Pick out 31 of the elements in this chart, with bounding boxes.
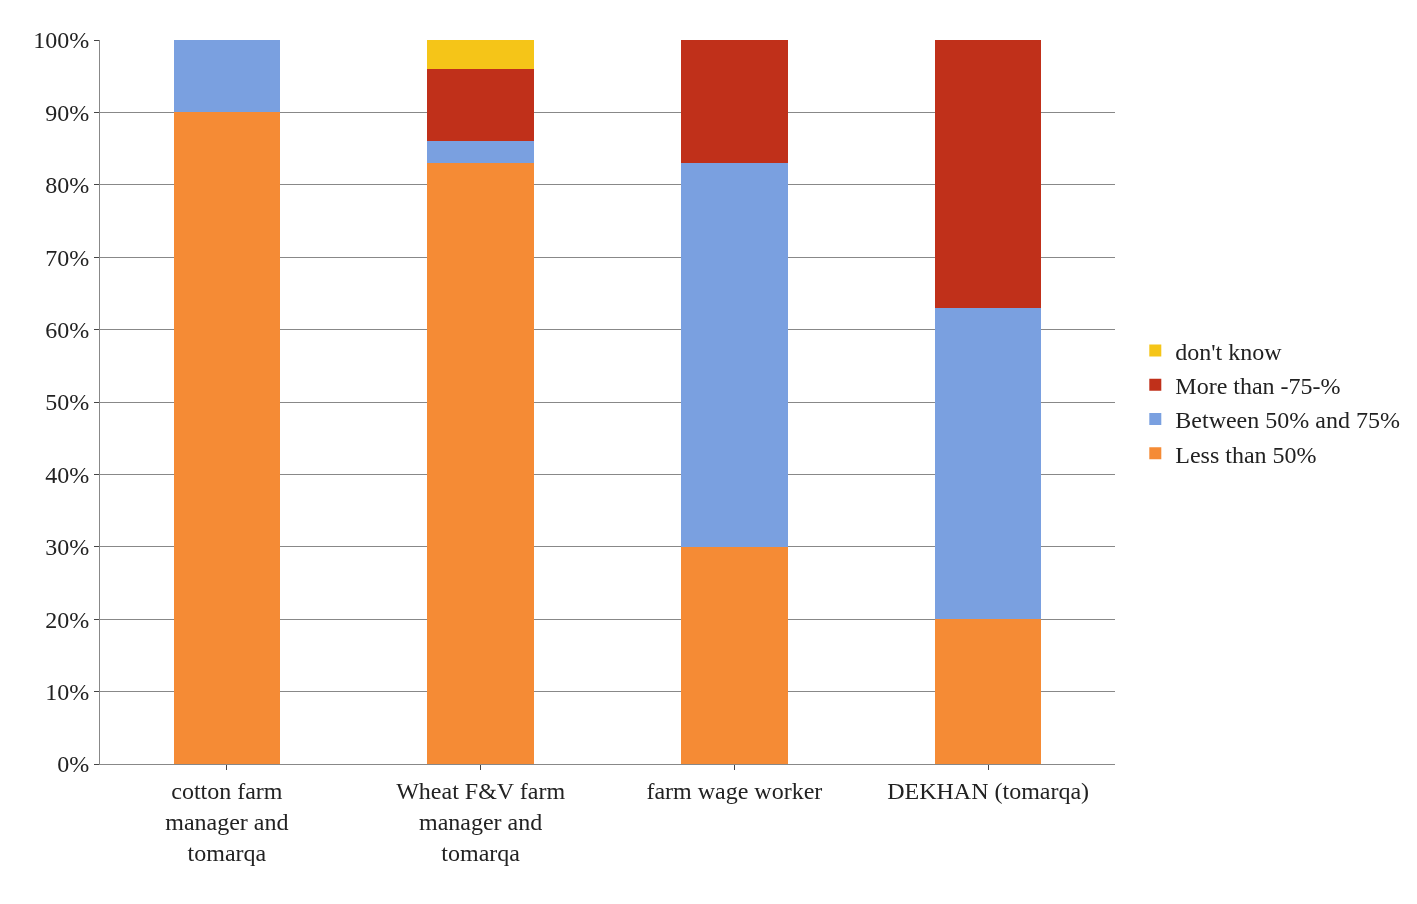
legend-label: Between 50% and 75% [1175,407,1400,434]
bar [427,141,534,164]
x-tick-label: Wheat F&V farm manager and tomarqa [396,777,566,867]
y-tick-label: 90% [45,99,90,126]
y-tick-label: 20% [45,606,90,633]
y-tick-label: 80% [45,172,90,199]
bar [427,40,534,69]
bar [427,163,534,764]
legend-label: More than -75-% [1175,373,1341,400]
y-tick-label: 70% [45,244,90,271]
bar [934,619,1042,764]
bar [681,546,788,764]
x-tick-label: cotton farm manager and tomarqa [165,777,289,867]
y-tick-label: 0% [57,751,90,778]
legend-label: don't know [1175,338,1283,365]
x-tick-label: DEKHAN (tomarqa) [887,777,1090,804]
y-tick-label: 60% [45,317,90,343]
y-tick-label: 40% [45,461,90,488]
y-tick-label: 50% [45,389,90,416]
y-tick-label: 100% [33,27,90,54]
bar [173,40,281,113]
bar [173,112,281,764]
bar [934,40,1042,308]
y-tick-label: 30% [45,534,90,561]
bar [681,163,788,547]
bar [427,68,534,142]
legend-label: Less than 50% [1175,441,1317,468]
bar [934,307,1042,620]
x-tick-label: farm wage worker [646,777,823,804]
bar [681,40,788,164]
y-tick-label: 10% [45,679,90,705]
